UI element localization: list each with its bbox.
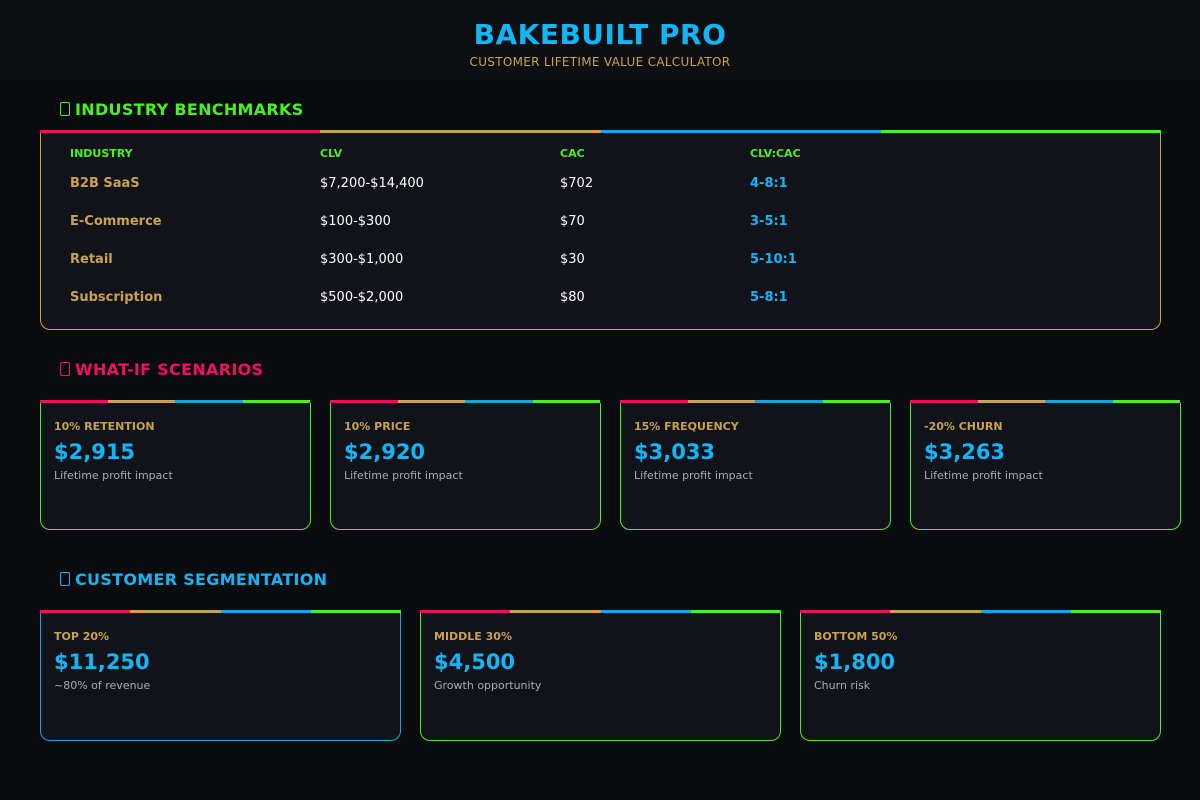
card-value: $3,033 — [634, 440, 716, 464]
segment-card-bottom: BOTTOM 50% $1,800 Churn risk — [800, 613, 1161, 741]
scenario-card-churn: -20% CHURN $3,263 Lifetime profit impact — [910, 403, 1181, 530]
cell-industry: B2B SaaS — [70, 176, 140, 191]
cell-clv: $300-$1,000 — [320, 252, 404, 267]
scenario-card-frequency: 15% FREQUENCY $3,033 Lifetime profit imp… — [620, 403, 891, 530]
card-stripe — [40, 400, 310, 404]
card-label: MIDDLE 30% — [434, 630, 512, 643]
card-value: $3,263 — [924, 440, 1006, 464]
card-note: Churn risk — [814, 679, 871, 692]
card-stripe — [40, 610, 401, 614]
cell-industry: Retail — [70, 252, 113, 267]
users-icon — [60, 572, 70, 586]
card-label: -20% CHURN — [924, 420, 1003, 433]
benchmarks-stripe — [40, 130, 1161, 134]
card-stripe — [420, 610, 781, 614]
card-note: Lifetime profit impact — [634, 469, 753, 482]
cell-ratio: 5-8:1 — [750, 290, 788, 305]
card-stripe — [910, 400, 1180, 404]
scenario-card-price: 10% PRICE $2,920 Lifetime profit impact — [330, 403, 601, 530]
card-value: $11,250 — [54, 650, 150, 674]
app-subtitle: CUSTOMER LIFETIME VALUE CALCULATOR — [469, 55, 731, 69]
card-note: Growth opportunity — [434, 679, 542, 692]
cell-clv: $500-$2,000 — [320, 290, 404, 305]
column-header-clv: CLV — [320, 147, 343, 160]
card-label: TOP 20% — [54, 630, 110, 643]
cell-cac: $30 — [560, 252, 585, 267]
card-note: Lifetime profit impact — [924, 469, 1043, 482]
card-stripe — [330, 400, 600, 404]
card-stripe — [620, 400, 890, 404]
card-label: 10% RETENTION — [54, 420, 155, 433]
section-title-benchmarks: INDUSTRY BENCHMARKS — [60, 100, 304, 119]
scenario-card-retention: 10% RETENTION $2,915 Lifetime profit imp… — [40, 403, 311, 530]
card-note: Lifetime profit impact — [54, 469, 173, 482]
cell-ratio: 3-5:1 — [750, 214, 788, 229]
section-title-segmentation: CUSTOMER SEGMENTATION — [60, 570, 327, 589]
segment-card-top: TOP 20% $11,250 ~80% of revenue — [40, 613, 401, 741]
card-value: $2,915 — [54, 440, 136, 464]
card-value: $2,920 — [344, 440, 426, 464]
cell-clv: $100-$300 — [320, 214, 391, 229]
cell-cac: $80 — [560, 290, 585, 305]
cell-clv: $7,200-$14,400 — [320, 176, 424, 191]
card-note: ~80% of revenue — [54, 679, 151, 692]
card-label: 10% PRICE — [344, 420, 411, 433]
section-title-scenarios: WHAT-IF SCENARIOS — [60, 360, 263, 379]
segment-card-middle: MIDDLE 30% $4,500 Growth opportunity — [420, 613, 781, 741]
card-note: Lifetime profit impact — [344, 469, 463, 482]
cell-cac: $702 — [560, 176, 594, 191]
column-header-cac: CAC — [560, 147, 585, 160]
app-title: BAKEBUILT PRO — [473, 18, 727, 51]
card-stripe — [800, 610, 1161, 614]
card-label: 15% FREQUENCY — [634, 420, 739, 433]
chart-icon — [60, 102, 70, 116]
cell-ratio: 4-8:1 — [750, 176, 788, 191]
card-label: BOTTOM 50% — [814, 630, 898, 643]
card-value: $1,800 — [814, 650, 896, 674]
cell-ratio: 5-10:1 — [750, 252, 797, 267]
cell-cac: $70 — [560, 214, 585, 229]
cell-industry: Subscription — [70, 290, 163, 305]
app-header: BAKEBUILT PRO CUSTOMER LIFETIME VALUE CA… — [0, 0, 1200, 80]
column-header-ratio: CLV:CAC — [750, 147, 801, 160]
card-value: $4,500 — [434, 650, 516, 674]
cell-industry: E-Commerce — [70, 214, 162, 229]
scenario-icon — [60, 362, 70, 376]
benchmarks-table: INDUSTRY CLV CAC CLV:CAC B2B SaaS $7,200… — [40, 133, 1161, 330]
column-header-industry: INDUSTRY — [70, 147, 133, 160]
